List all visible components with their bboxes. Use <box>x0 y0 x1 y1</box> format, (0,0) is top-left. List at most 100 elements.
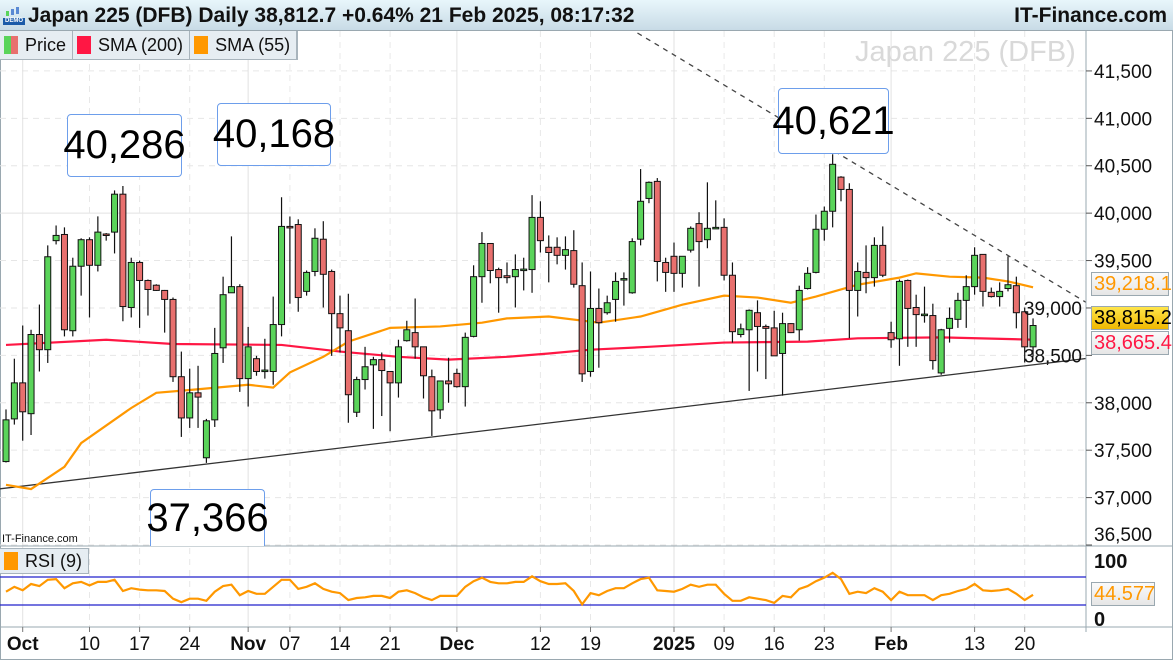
candle-body <box>553 246 561 256</box>
candle <box>895 279 903 366</box>
candle-body <box>453 372 461 388</box>
candle <box>428 369 436 436</box>
brand-name: IT-Finance.com <box>1014 4 1167 27</box>
candle-body <box>870 244 878 279</box>
candle-body <box>804 272 812 290</box>
ytick-label: 39,000 <box>1024 299 1082 320</box>
candle-body <box>286 225 294 229</box>
candle <box>278 197 286 337</box>
watermark: Japan 225 (DFB) <box>855 36 1076 68</box>
candle-body <box>887 332 895 341</box>
rsi-axis-100: 100 <box>1094 551 1127 573</box>
candle <box>1004 256 1012 292</box>
candle-body <box>820 210 828 230</box>
candle-body <box>144 279 152 290</box>
candle-body <box>653 180 661 263</box>
candle-body <box>787 323 795 334</box>
candle <box>578 262 586 382</box>
candle-body <box>637 200 645 240</box>
candle-body <box>303 271 311 292</box>
candle-body <box>69 265 77 332</box>
candle-body <box>670 255 678 274</box>
candle-body <box>779 323 787 354</box>
candle-body <box>921 313 928 317</box>
candle-body <box>119 193 127 308</box>
legend-sma200[interactable]: SMA (200) <box>73 31 191 59</box>
candle-body <box>912 306 920 316</box>
candle-body <box>520 268 528 272</box>
candle-body <box>136 261 144 281</box>
candle <box>870 237 878 287</box>
candle-body <box>628 241 636 294</box>
candle <box>478 232 486 303</box>
candle <box>27 329 35 436</box>
candle-body <box>495 269 503 279</box>
candle-body <box>470 276 478 337</box>
candle-body <box>536 216 544 242</box>
resistance-trendline <box>637 32 1087 303</box>
candle <box>971 247 979 295</box>
candle-body <box>278 225 286 326</box>
candle-body <box>703 227 711 241</box>
candle <box>211 327 219 427</box>
candle-body <box>10 382 18 420</box>
candle-body <box>261 369 269 373</box>
candle-body <box>319 238 327 275</box>
candle <box>353 376 361 417</box>
candle-body <box>612 280 620 300</box>
legend-sma55[interactable]: SMA (55) <box>190 31 298 59</box>
legend-rsi[interactable]: RSI (9) <box>0 548 90 574</box>
legend-price[interactable]: Price <box>0 31 74 59</box>
candle <box>445 357 453 403</box>
candle-body <box>2 419 10 463</box>
legend-sma200-label: SMA (200) <box>98 34 184 55</box>
candle <box>787 323 795 334</box>
candle <box>770 310 778 357</box>
candle-body <box>94 231 102 266</box>
rsi-line <box>5 571 1034 607</box>
demo-label: DEMO <box>3 18 25 25</box>
ytick-label: 39,500 <box>1094 252 1152 273</box>
xtick-label: Oct <box>7 634 39 655</box>
candle-body <box>1021 311 1029 348</box>
candle <box>470 265 478 338</box>
candle <box>595 288 603 368</box>
candle <box>386 370 394 432</box>
candle-body <box>294 224 302 299</box>
candle-body <box>52 234 60 242</box>
candle-body <box>929 315 937 362</box>
candle <box>236 284 244 392</box>
candle <box>829 154 837 228</box>
xtick-label: 14 <box>329 634 351 655</box>
candle-body <box>762 325 770 329</box>
candle-body <box>1029 325 1037 348</box>
last-price-tag: 38,815.2 <box>1091 306 1172 330</box>
candle-body <box>695 223 703 243</box>
xtick-label: 17 <box>129 634 150 655</box>
rsi-swatch-icon <box>4 552 18 570</box>
candle-body <box>971 254 979 288</box>
candle-body <box>202 420 210 459</box>
candle-body <box>979 253 987 292</box>
annotation-high-nov: 40,168 <box>213 103 335 166</box>
candle <box>804 267 812 290</box>
candle-body <box>369 359 377 366</box>
candle-body <box>662 261 670 273</box>
candle <box>86 237 93 318</box>
candle-body <box>194 392 202 398</box>
xtick-label: 12 <box>530 634 551 655</box>
legend-price-label: Price <box>25 34 67 55</box>
candle-body <box>1012 285 1020 314</box>
candle <box>177 351 185 437</box>
candle <box>561 236 569 270</box>
candle <box>152 284 160 291</box>
candle <box>60 227 68 337</box>
candle-body <box>236 286 244 380</box>
candle <box>779 312 787 396</box>
candle <box>962 275 970 328</box>
ytick-label: 38,500 <box>1024 346 1082 367</box>
candle-body <box>545 246 553 253</box>
candle <box>737 323 745 338</box>
candle-body <box>812 228 820 273</box>
candle-body <box>895 280 903 340</box>
